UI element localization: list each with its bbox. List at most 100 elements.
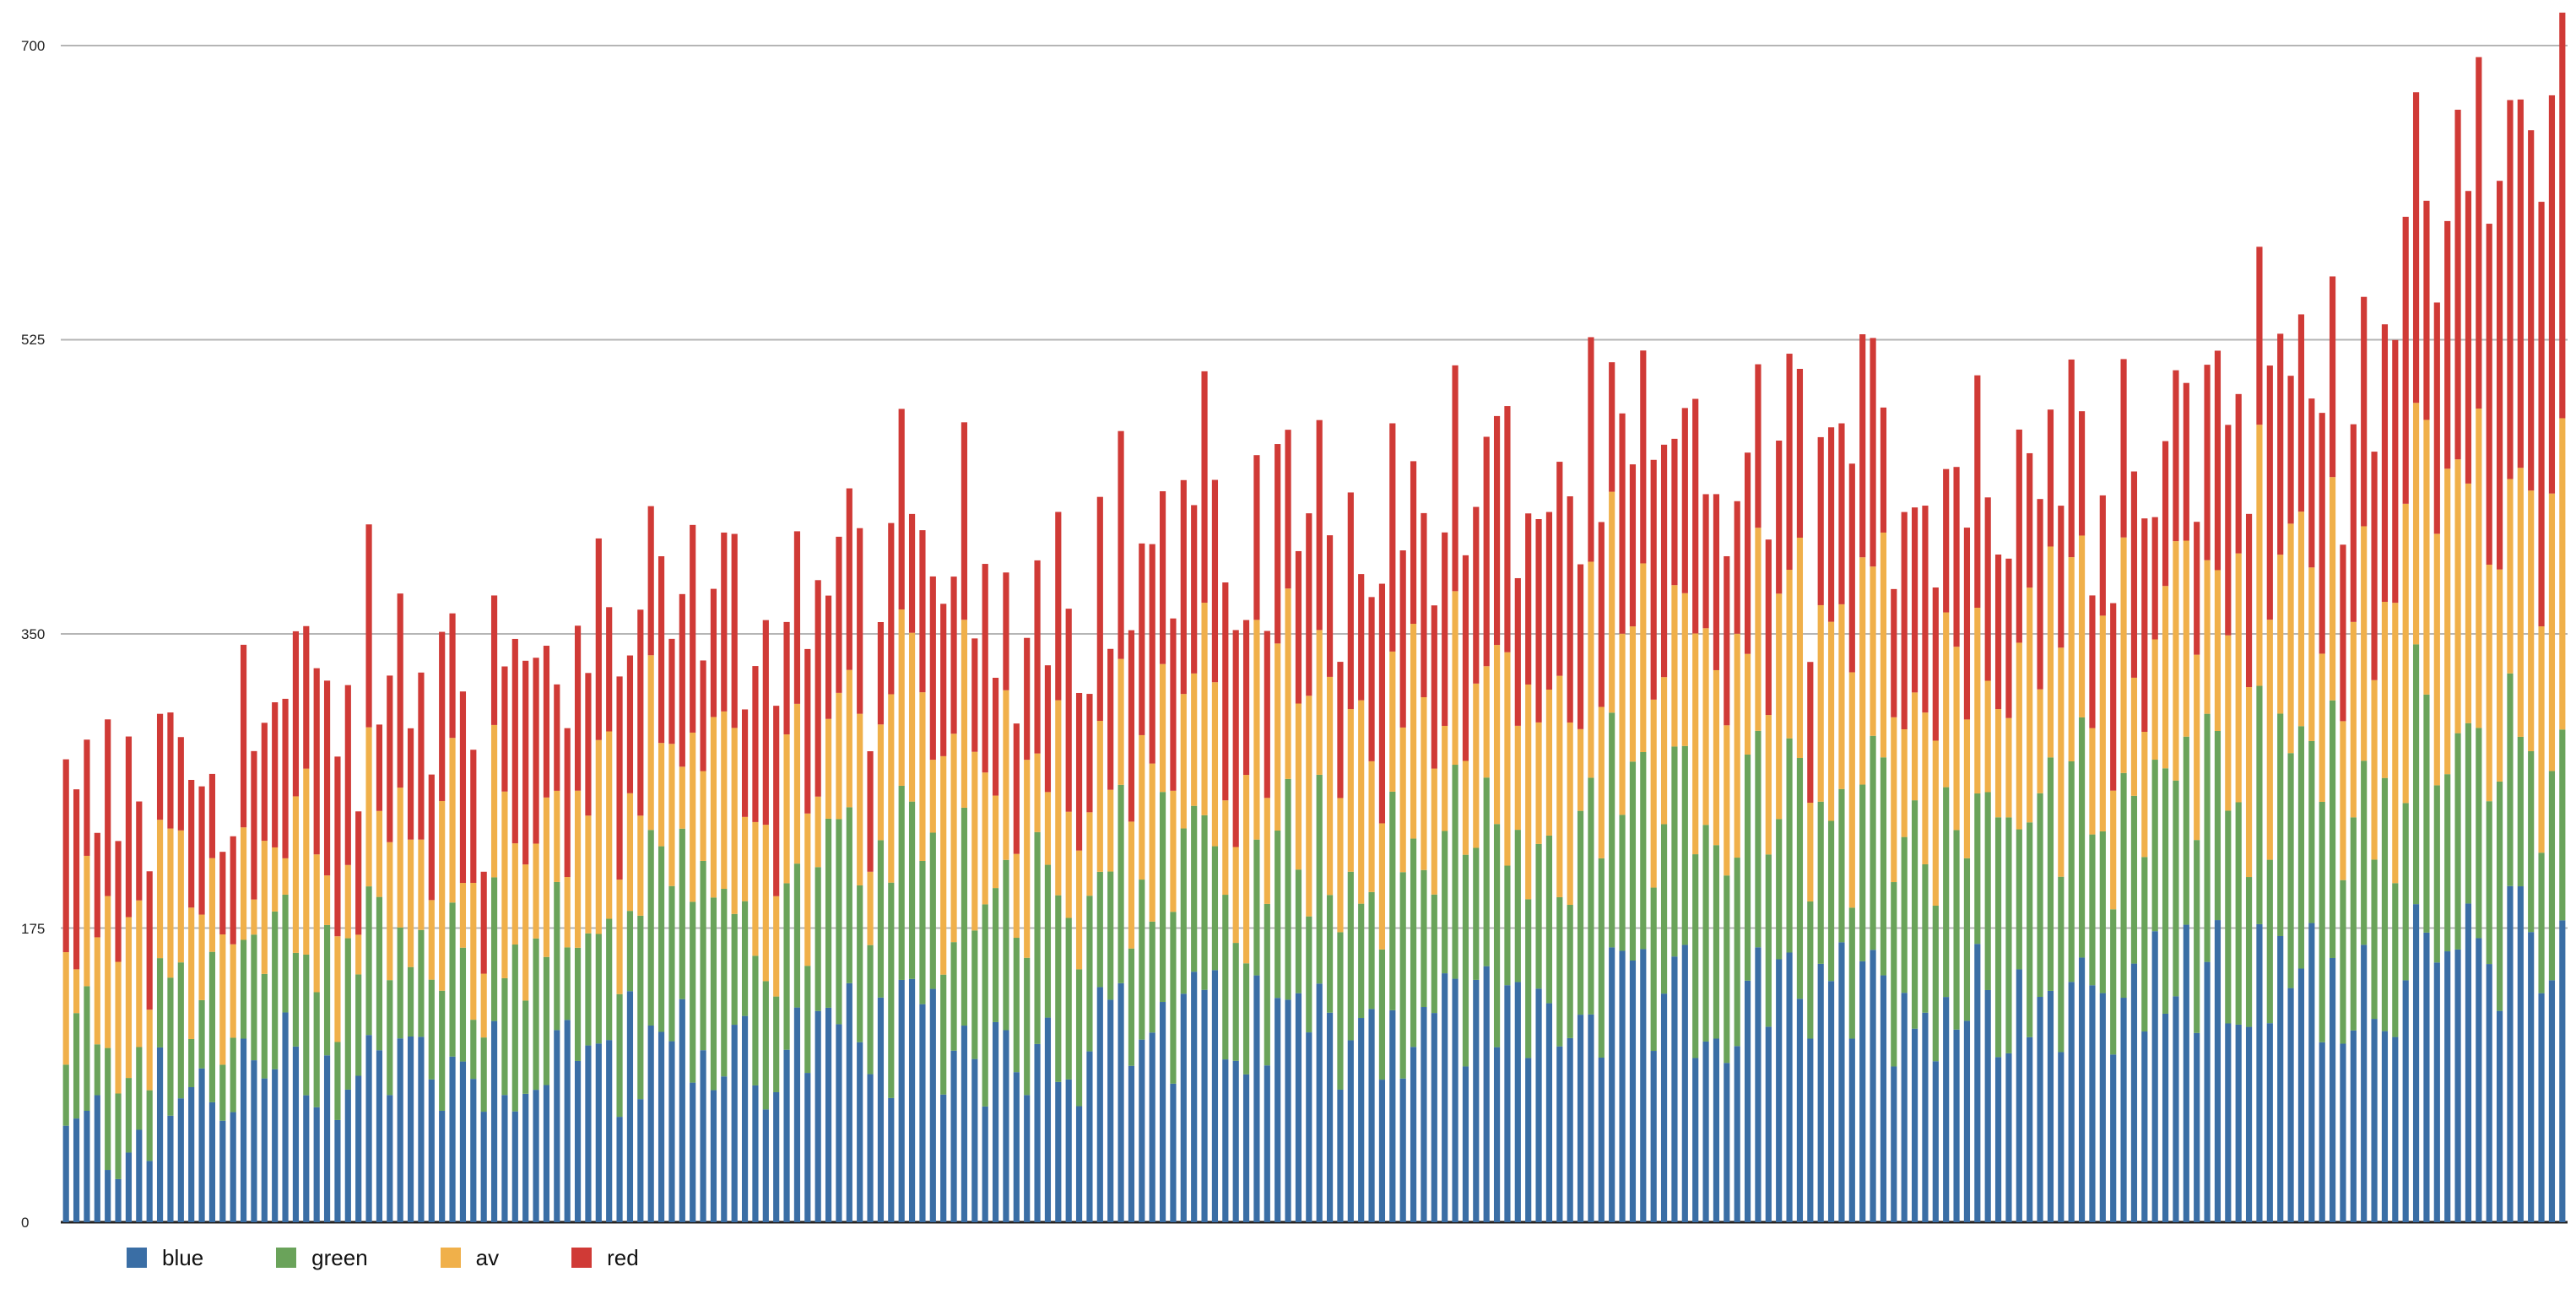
bar-red-151 — [1640, 350, 1647, 564]
bar-red-36 — [439, 631, 446, 801]
bar-green-60 — [690, 901, 696, 1083]
bar-av-46 — [543, 797, 550, 957]
bar-red-30 — [376, 724, 383, 811]
bar-green-95 — [1055, 895, 1062, 1082]
bar-green-235 — [2517, 736, 2524, 887]
bar-blue-69 — [783, 1049, 790, 1222]
bar-red-213 — [2287, 376, 2294, 524]
bar-av-116 — [1274, 643, 1281, 831]
bar-red-194 — [2089, 595, 2096, 728]
bar-red-25 — [323, 680, 331, 876]
bar-red-75 — [846, 488, 852, 670]
bar-green-63 — [721, 889, 728, 1077]
bar-blue-32 — [397, 1038, 403, 1222]
bar-red-35 — [428, 774, 435, 901]
bar-red-66 — [752, 666, 759, 822]
bar-blue-205 — [2204, 961, 2211, 1222]
bar-blue-63 — [721, 1076, 728, 1222]
bar-green-206 — [2214, 731, 2222, 921]
bar-green-74 — [836, 819, 842, 1025]
legend-item-red[interactable]: red — [571, 1245, 639, 1271]
bar-blue-74 — [836, 1024, 842, 1222]
bar-blue-91 — [1013, 1072, 1020, 1222]
bar-green-0 — [62, 1064, 69, 1126]
bar-green-222 — [2381, 777, 2389, 1031]
bar-red-150 — [1629, 464, 1637, 627]
bar-blue-199 — [2141, 1031, 2148, 1222]
bar-blue-188 — [2027, 1037, 2033, 1222]
bar-av-70 — [793, 703, 801, 864]
bar-green-223 — [2392, 883, 2399, 1037]
bar-blue-104 — [1149, 1032, 1155, 1222]
bar-green-225 — [2412, 644, 2420, 905]
bar-green-144 — [1567, 905, 1573, 1038]
legend-item-av[interactable]: av — [440, 1245, 499, 1271]
bar-red-119 — [1306, 513, 1312, 696]
bar-av-121 — [1326, 676, 1334, 896]
bar-blue-16 — [230, 1112, 236, 1222]
bar-red-107 — [1180, 479, 1187, 695]
legend-label-green: green — [311, 1244, 368, 1270]
bar-av-100 — [1107, 789, 1114, 872]
bar-red-139 — [1514, 577, 1521, 726]
bar-green-187 — [2016, 829, 2022, 970]
bar-blue-9 — [156, 1047, 164, 1222]
bar-blue-64 — [731, 1025, 738, 1222]
bar-blue-29 — [365, 1035, 372, 1222]
bar-av-109 — [1201, 603, 1208, 815]
bar-av-5 — [115, 961, 122, 1094]
bar-av-238 — [2548, 493, 2556, 771]
bar-green-232 — [2486, 801, 2492, 965]
bar-blue-153 — [1660, 993, 1668, 1222]
bar-av-223 — [2392, 603, 2399, 884]
bar-av-237 — [2538, 626, 2545, 853]
bar-blue-93 — [1034, 1043, 1041, 1222]
bar-red-223 — [2392, 339, 2399, 604]
bar-green-37 — [449, 902, 456, 1057]
bar-red-108 — [1191, 505, 1198, 674]
bar-blue-231 — [2476, 938, 2482, 1222]
bar-red-20 — [272, 702, 279, 847]
bar-blue-180 — [1943, 997, 1950, 1222]
bar-blue-54 — [626, 991, 634, 1222]
bar-blue-99 — [1096, 987, 1103, 1222]
bar-blue-126 — [1378, 1080, 1386, 1222]
bar-av-211 — [2266, 620, 2273, 860]
y-tick-label-350: 350 — [21, 626, 45, 642]
bar-blue-112 — [1232, 1060, 1239, 1222]
bar-av-129 — [1410, 624, 1417, 839]
legend-item-green[interactable]: green — [276, 1245, 368, 1271]
bar-blue-220 — [2361, 945, 2368, 1222]
bar-red-205 — [2204, 365, 2211, 560]
bar-red-60 — [690, 524, 696, 733]
bar-av-175 — [1891, 717, 1897, 883]
bar-blue-52 — [606, 1040, 613, 1222]
bar-blue-186 — [2005, 1053, 2012, 1222]
bar-green-217 — [2329, 700, 2336, 958]
bar-red-230 — [2465, 191, 2472, 484]
bar-av-178 — [1922, 712, 1929, 864]
bar-red-159 — [1724, 555, 1730, 726]
bar-red-21 — [282, 698, 289, 858]
bar-av-188 — [2027, 587, 2033, 823]
legend-swatch-blue — [127, 1248, 147, 1268]
bar-red-231 — [2476, 57, 2482, 409]
bar-blue-210 — [2256, 923, 2263, 1222]
bar-green-84 — [940, 974, 947, 1095]
bar-green-201 — [2162, 768, 2169, 1014]
bar-av-226 — [2423, 420, 2430, 695]
bar-av-118 — [1295, 703, 1302, 870]
bar-blue-224 — [2402, 980, 2409, 1222]
bar-green-121 — [1326, 895, 1334, 1013]
legend-item-blue[interactable]: blue — [127, 1245, 203, 1271]
bar-av-112 — [1232, 847, 1239, 944]
bar-red-179 — [1932, 587, 1939, 741]
bar-green-175 — [1891, 882, 1897, 1067]
bar-green-185 — [1994, 817, 2002, 1058]
bar-av-217 — [2329, 477, 2336, 701]
legend-label-red: red — [607, 1244, 639, 1270]
bar-red-142 — [1545, 512, 1553, 690]
bar-red-54 — [626, 655, 634, 793]
bar-green-191 — [2058, 876, 2065, 1053]
